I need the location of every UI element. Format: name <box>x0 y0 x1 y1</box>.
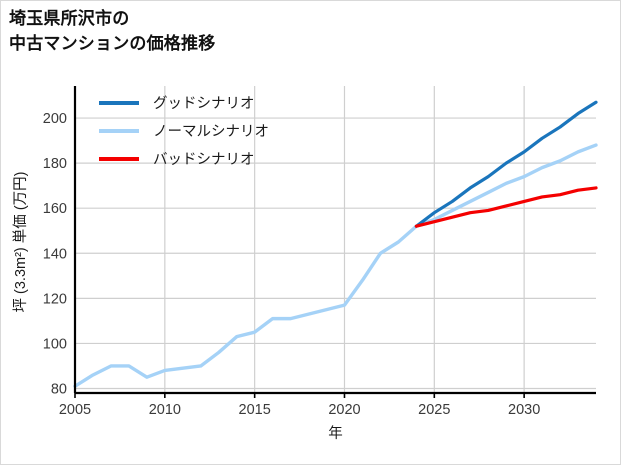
x-axis-tick-label: 2005 <box>59 402 91 418</box>
x-axis-tick-label: 2010 <box>149 402 181 418</box>
series-line-good <box>414 100 598 228</box>
legend-label: ノーマルシナリオ <box>153 124 269 140</box>
x-axis-tick-label: 2025 <box>418 402 450 418</box>
tick-labels-group: 80 100 120 140 160 180 200 2005 2010 2015 2020 2025… <box>43 111 540 418</box>
y-axis-tick-label: 140 <box>43 246 67 262</box>
legend-label: グッドシナリオ <box>153 95 255 112</box>
legend-label: バッドシナリオ <box>153 152 255 168</box>
page-title: 埼玉県所沢市の 中古マンションの価格推移 <box>9 9 216 53</box>
y-axis-tick-label: 180 <box>43 156 67 172</box>
y-axis-tick-label: 120 <box>43 291 67 307</box>
x-axis-tick-label: 2020 <box>328 402 360 418</box>
axes-group <box>73 86 596 398</box>
y-axis-tick-label: 160 <box>43 201 67 217</box>
series-line-bad <box>414 186 598 228</box>
series-line-normal <box>73 143 598 388</box>
x-axis-tick-label: 2015 <box>239 402 271 418</box>
axis-titles-group: 年 坪 (3.3m²) 単価 (万円) <box>12 172 343 442</box>
y-axis-tick-label: 100 <box>43 336 67 352</box>
y-axis-tick-label: 200 <box>43 111 67 127</box>
series-group <box>73 100 598 388</box>
y-axis-tick-label: 80 <box>51 381 67 397</box>
x-axis-title: 年 <box>328 425 343 442</box>
x-axis-tick-label: 2030 <box>508 402 540 418</box>
y-axis-title: 坪 (3.3m²) 単価 (万円) <box>12 172 29 313</box>
